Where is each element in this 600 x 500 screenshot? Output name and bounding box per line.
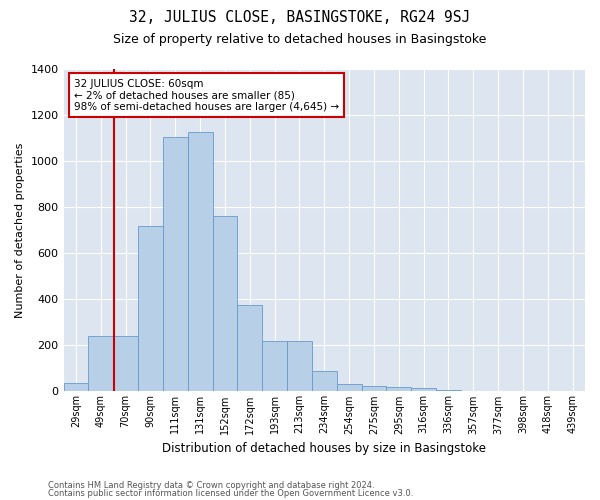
X-axis label: Distribution of detached houses by size in Basingstoke: Distribution of detached houses by size …: [162, 442, 486, 455]
Bar: [262, 340, 287, 392]
Text: Size of property relative to detached houses in Basingstoke: Size of property relative to detached ho…: [113, 32, 487, 46]
Bar: [138, 226, 163, 392]
Text: Contains public sector information licensed under the Open Government Licence v3: Contains public sector information licen…: [48, 489, 413, 498]
Bar: [212, 216, 238, 392]
Bar: [113, 336, 138, 392]
Bar: [287, 340, 312, 392]
Text: 32 JULIUS CLOSE: 60sqm
← 2% of detached houses are smaller (85)
98% of semi-deta: 32 JULIUS CLOSE: 60sqm ← 2% of detached …: [74, 78, 339, 112]
Text: 32, JULIUS CLOSE, BASINGSTOKE, RG24 9SJ: 32, JULIUS CLOSE, BASINGSTOKE, RG24 9SJ: [130, 10, 470, 25]
Bar: [411, 388, 436, 392]
Bar: [163, 137, 188, 392]
Bar: [188, 132, 212, 392]
Bar: [337, 384, 362, 392]
Bar: [362, 386, 386, 392]
Bar: [436, 390, 461, 392]
Bar: [64, 384, 88, 392]
Bar: [238, 305, 262, 392]
Bar: [312, 370, 337, 392]
Text: Contains HM Land Registry data © Crown copyright and database right 2024.: Contains HM Land Registry data © Crown c…: [48, 480, 374, 490]
Y-axis label: Number of detached properties: Number of detached properties: [15, 142, 25, 318]
Bar: [88, 336, 113, 392]
Bar: [386, 387, 411, 392]
